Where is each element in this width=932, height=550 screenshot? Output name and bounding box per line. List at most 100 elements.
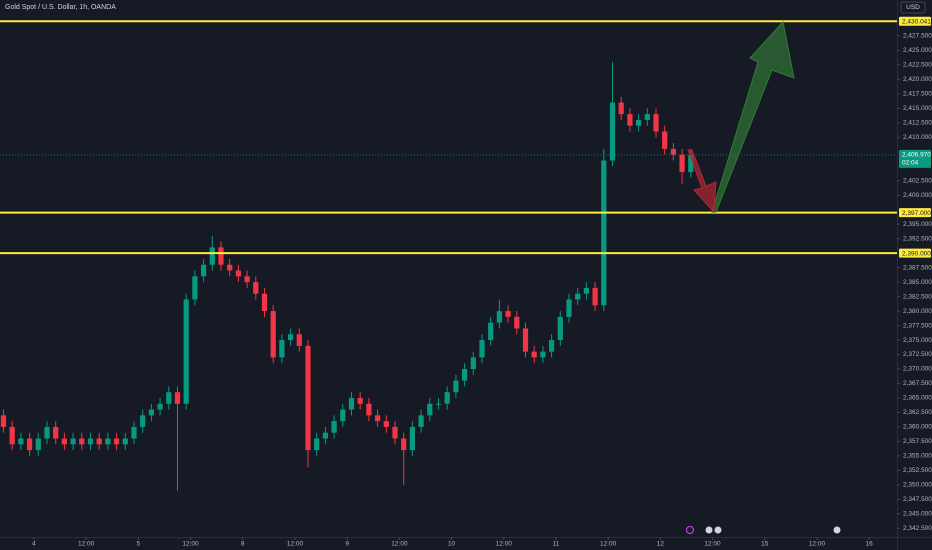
last-price-box bbox=[899, 149, 931, 168]
y-tick-label: 2,412.500 bbox=[903, 120, 932, 127]
candle-body bbox=[235, 270, 241, 277]
candle-body bbox=[575, 293, 581, 300]
candle-body bbox=[305, 345, 311, 451]
y-tick-label: 2,350.000 bbox=[903, 482, 932, 489]
candle-body bbox=[670, 148, 677, 155]
level-label-box bbox=[899, 16, 931, 26]
candle-body bbox=[157, 403, 163, 410]
candle-body bbox=[566, 299, 572, 317]
x-tick-label: 12:00 bbox=[78, 541, 95, 548]
candle-body bbox=[453, 380, 459, 393]
axes: 2,427.500 2,425.000 2,422.500 2,420.000 2,41… bbox=[32, 16, 932, 548]
y-tick-label: 2,410.000 bbox=[903, 134, 932, 141]
y-tick-label: 2,347.500 bbox=[903, 496, 932, 503]
level-label-box bbox=[899, 248, 931, 258]
candle-body bbox=[688, 154, 694, 173]
candle-body bbox=[409, 426, 416, 451]
candle-body bbox=[314, 438, 320, 451]
candle-body bbox=[53, 426, 59, 439]
candle-body bbox=[548, 340, 555, 352]
candle-body bbox=[366, 403, 372, 416]
candle-body bbox=[601, 160, 607, 306]
candle-body bbox=[557, 316, 563, 341]
candle-body bbox=[192, 276, 198, 300]
level-label: 2,390.000 bbox=[902, 250, 931, 257]
candle-body bbox=[522, 328, 529, 352]
x-tick-label: 5 bbox=[137, 541, 141, 548]
candle-body bbox=[592, 287, 598, 306]
candle-body bbox=[140, 415, 146, 427]
candle-body bbox=[322, 432, 329, 439]
x-tick-label: 10 bbox=[448, 541, 456, 548]
x-tick-label: 8 bbox=[241, 541, 245, 548]
candle-body bbox=[496, 311, 503, 323]
y-tick-label: 2,367.500 bbox=[903, 380, 932, 387]
candle-body bbox=[679, 154, 685, 173]
event-icon[interactable] bbox=[833, 526, 841, 534]
x-tick-label: 16 bbox=[866, 541, 874, 548]
candle-body bbox=[174, 392, 181, 404]
candle-body bbox=[279, 340, 285, 358]
candle-body bbox=[296, 334, 302, 346]
x-tick-label: 12:00 bbox=[496, 541, 513, 548]
x-tick-label: 12:00 bbox=[391, 541, 408, 548]
currency[interactable]: USD bbox=[906, 4, 920, 11]
level-label: 2,397.000 bbox=[902, 210, 931, 217]
y-tick-label: 2,422.500 bbox=[903, 62, 932, 69]
candle-body bbox=[9, 426, 15, 445]
level-label-box bbox=[899, 208, 931, 218]
candle-body bbox=[0, 415, 7, 427]
candle-body bbox=[105, 438, 111, 445]
candle-body bbox=[79, 438, 85, 445]
candle-body bbox=[113, 438, 120, 445]
candle-body bbox=[583, 287, 590, 294]
y-tick-label: 2,365.000 bbox=[903, 395, 932, 402]
y-tick-label: 2,345.000 bbox=[903, 511, 932, 518]
candle-body bbox=[227, 264, 233, 271]
x-tick-label: 4 bbox=[32, 541, 36, 548]
candle-body bbox=[418, 415, 424, 427]
candle-body bbox=[244, 276, 250, 283]
candle-body bbox=[653, 114, 659, 132]
candle-body bbox=[122, 438, 128, 445]
candle-body bbox=[331, 421, 337, 433]
candle-body bbox=[61, 438, 67, 445]
y-tick-label: 2,355.000 bbox=[903, 453, 932, 460]
event-icon[interactable] bbox=[714, 526, 722, 534]
event-icon[interactable] bbox=[686, 526, 694, 534]
level-label: 2,430.041 bbox=[902, 18, 931, 25]
y-tick-label: 2,372.500 bbox=[903, 351, 932, 358]
x-tick-label: 12:00 bbox=[287, 541, 304, 548]
y-tick-label: 2,402.500 bbox=[903, 177, 932, 184]
down-arrow-drawing bbox=[687, 149, 717, 214]
x-tick-label: 11 bbox=[553, 541, 560, 548]
currency-box[interactable] bbox=[900, 1, 926, 14]
candle-body bbox=[383, 421, 389, 427]
y-tick-label: 2,387.500 bbox=[903, 264, 932, 271]
candle-body bbox=[488, 322, 494, 341]
y-tick-label: 2,427.500 bbox=[903, 33, 932, 40]
candle-body bbox=[87, 438, 94, 445]
candle-body bbox=[435, 403, 442, 405]
candle-body bbox=[253, 282, 259, 294]
y-tick-label: 2,382.500 bbox=[903, 293, 932, 300]
up-arrow-drawing bbox=[711, 20, 795, 213]
candle-body bbox=[200, 264, 207, 277]
y-tick-label: 2,380.000 bbox=[903, 308, 932, 315]
x-tick-label: 12 bbox=[657, 541, 665, 548]
x-tick-label: 12:00 bbox=[182, 541, 199, 548]
candle-body bbox=[131, 426, 137, 439]
candle-body bbox=[540, 351, 546, 358]
candle-body bbox=[96, 438, 102, 445]
y-tick-label: 2,417.500 bbox=[903, 91, 932, 98]
x-tick-label: 9 bbox=[345, 541, 349, 548]
y-tick-label: 2,362.500 bbox=[903, 409, 932, 416]
event-icon[interactable] bbox=[705, 526, 713, 534]
y-tick-label: 2,425.000 bbox=[903, 47, 932, 54]
candle-body bbox=[444, 392, 450, 404]
y-tick-label: 2,352.500 bbox=[903, 467, 932, 474]
candle-body bbox=[183, 299, 189, 404]
y-tick-label: 2,395.000 bbox=[903, 221, 932, 228]
